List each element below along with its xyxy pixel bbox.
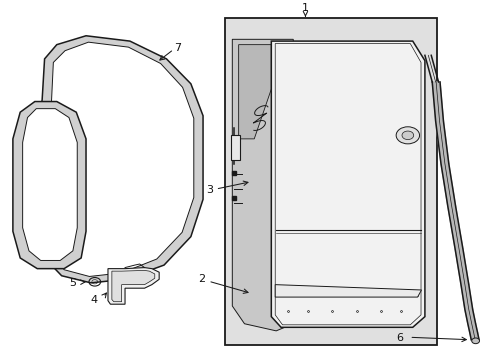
Polygon shape xyxy=(35,36,203,283)
Polygon shape xyxy=(435,121,448,164)
Polygon shape xyxy=(467,324,477,333)
Polygon shape xyxy=(275,285,421,297)
Polygon shape xyxy=(431,82,443,121)
Circle shape xyxy=(471,338,479,344)
Text: 8: 8 xyxy=(24,238,31,248)
Polygon shape xyxy=(454,249,468,285)
Text: 3: 3 xyxy=(205,181,247,195)
Polygon shape xyxy=(464,310,475,324)
Polygon shape xyxy=(232,39,293,331)
FancyBboxPatch shape xyxy=(230,135,239,160)
Text: 6: 6 xyxy=(395,333,402,343)
Polygon shape xyxy=(460,285,472,310)
FancyBboxPatch shape xyxy=(224,18,436,345)
Polygon shape xyxy=(112,270,155,302)
Polygon shape xyxy=(447,206,462,249)
Text: 1: 1 xyxy=(301,3,308,13)
Polygon shape xyxy=(238,45,271,139)
Polygon shape xyxy=(440,164,455,206)
Polygon shape xyxy=(44,42,193,276)
Polygon shape xyxy=(271,41,424,327)
Text: 2: 2 xyxy=(198,274,247,293)
Polygon shape xyxy=(469,333,478,340)
Text: 4: 4 xyxy=(90,294,97,305)
Polygon shape xyxy=(22,109,77,261)
Circle shape xyxy=(395,127,419,144)
Text: 7: 7 xyxy=(173,43,181,53)
Polygon shape xyxy=(108,267,159,304)
Polygon shape xyxy=(13,102,86,269)
Circle shape xyxy=(401,131,413,140)
Text: 5: 5 xyxy=(69,278,76,288)
